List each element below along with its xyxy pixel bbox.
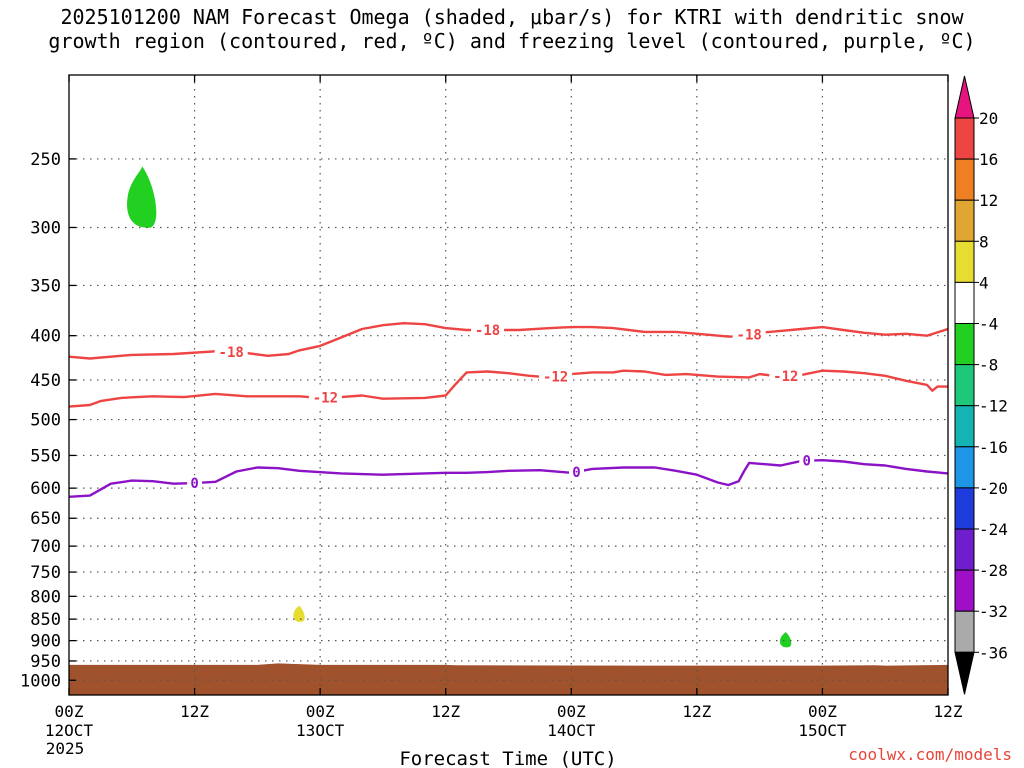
contour-label-bg <box>539 368 573 385</box>
x-tick-date-24: 13OCT <box>296 721 345 740</box>
terrain-fill <box>69 663 948 695</box>
y-tick-label-350: 350 <box>30 276 61 296</box>
contour-label-bg <box>569 463 585 480</box>
y-tick-label-550: 550 <box>30 446 61 466</box>
chart-title-line2: growth region (contoured, red, ºC) and f… <box>48 29 976 53</box>
contour-label--18-0: -18 <box>219 345 244 361</box>
watermark: coolwx.com/models <box>848 745 1012 764</box>
colorbar-segment-10 <box>954 528 975 571</box>
y-tick-label-250: 250 <box>30 150 61 170</box>
colorbar-label-9: -20 <box>979 479 1008 498</box>
y-tick-label-500: 500 <box>30 411 61 431</box>
contour-label-bg <box>799 452 815 469</box>
colorbar-top-arrow <box>954 75 975 119</box>
contour-label-bg <box>187 475 203 492</box>
x-tick-label-72: 00Z <box>808 702 837 721</box>
omega-blob-green-lower <box>779 632 792 648</box>
contour-label-bg <box>471 321 505 338</box>
y-tick-label-300: 300 <box>30 218 61 238</box>
x-tick-label-84: 12Z <box>934 702 963 721</box>
contour-label--12-2: -12 <box>773 369 798 385</box>
y-tick-label-800: 800 <box>30 587 61 607</box>
y-tick-label-400: 400 <box>30 327 61 347</box>
colorbar-label-7: -12 <box>979 397 1008 416</box>
plot-frame <box>68 74 949 696</box>
colorbar-segment-12 <box>954 610 975 653</box>
contour-label-0-0: 0 <box>190 476 198 492</box>
y-tick-label-600: 600 <box>30 479 61 499</box>
y-tick-label-1000: 1000 <box>20 671 61 691</box>
colorbar-label-12: -32 <box>979 602 1008 621</box>
x-tick-date-72: 15OCT <box>798 721 847 740</box>
colorbar-bottom-arrow <box>954 651 975 695</box>
x-tick-label-24: 00Z <box>306 702 335 721</box>
chart-title-line1: 2025101200 NAM Forecast Omega (shaded, μ… <box>60 5 964 29</box>
contour-label-bg <box>732 326 766 343</box>
contour-label--12-1: -12 <box>543 370 568 386</box>
colorbar-segment-9 <box>954 487 975 530</box>
x-tick-date-48: 14OCT <box>547 721 596 740</box>
contour-label-0-1: 0 <box>572 465 580 481</box>
contour-label--18-2: -18 <box>737 328 762 344</box>
y-tick-label-950: 950 <box>30 652 61 672</box>
contour-label--12-0: -12 <box>313 391 338 407</box>
omega-blob-green-upper <box>127 166 157 228</box>
contour-label-0-2: 0 <box>803 454 811 470</box>
y-tick-label-650: 650 <box>30 509 61 529</box>
y-tick-label-900: 900 <box>30 632 61 652</box>
colorbar-segment-4 <box>954 281 975 324</box>
y-tick-label-750: 750 <box>30 563 61 583</box>
contour-line--12 <box>68 369 948 408</box>
x-tick-year-0: 2025 <box>46 739 85 758</box>
colorbar-label-4: 4 <box>979 273 989 292</box>
colorbar-label-10: -24 <box>979 520 1008 539</box>
colorbar-label-13: -36 <box>979 643 1008 662</box>
colorbar-segment-1 <box>954 158 975 201</box>
contour-label--18-1: -18 <box>475 323 500 339</box>
colorbar-label-1: 16 <box>979 150 998 169</box>
x-tick-label-60: 12Z <box>682 702 711 721</box>
colorbar-segment-0 <box>954 117 975 160</box>
colorbar-label-2: 12 <box>979 191 998 210</box>
x-tick-label-12: 12Z <box>180 702 209 721</box>
colorbar-segment-5 <box>954 323 975 366</box>
omega-blob-yellow <box>293 605 305 622</box>
colorbar-label-0: 20 <box>979 109 998 128</box>
y-tick-label-850: 850 <box>30 610 61 630</box>
x-tick-label-36: 12Z <box>431 702 460 721</box>
x-tick-date-0: 12OCT <box>45 721 94 740</box>
colorbar-segment-7 <box>954 405 975 448</box>
colorbar-label-8: -16 <box>979 438 1008 457</box>
colorbar-segment-3 <box>954 240 975 283</box>
colorbar-label-11: -28 <box>979 561 1008 580</box>
contour-label-bg <box>769 368 803 385</box>
contour-line--18 <box>68 322 949 360</box>
x-tick-label-48: 00Z <box>557 702 586 721</box>
y-tick-label-450: 450 <box>30 371 61 391</box>
contour-label-bg <box>308 389 342 406</box>
colorbar-segment-6 <box>954 364 975 407</box>
colorbar-segment-8 <box>954 446 975 489</box>
x-tick-label-0: 00Z <box>55 702 84 721</box>
contour-label-bg <box>214 344 248 361</box>
colorbar-label-6: -8 <box>979 356 998 375</box>
y-tick-label-700: 700 <box>30 537 61 557</box>
colorbar-label-3: 8 <box>979 232 989 251</box>
colorbar-label-5: -4 <box>979 315 998 334</box>
colorbar-segment-11 <box>954 569 975 612</box>
colorbar-segment-2 <box>954 199 975 242</box>
x-axis-title: Forecast Time (UTC) <box>399 748 616 768</box>
